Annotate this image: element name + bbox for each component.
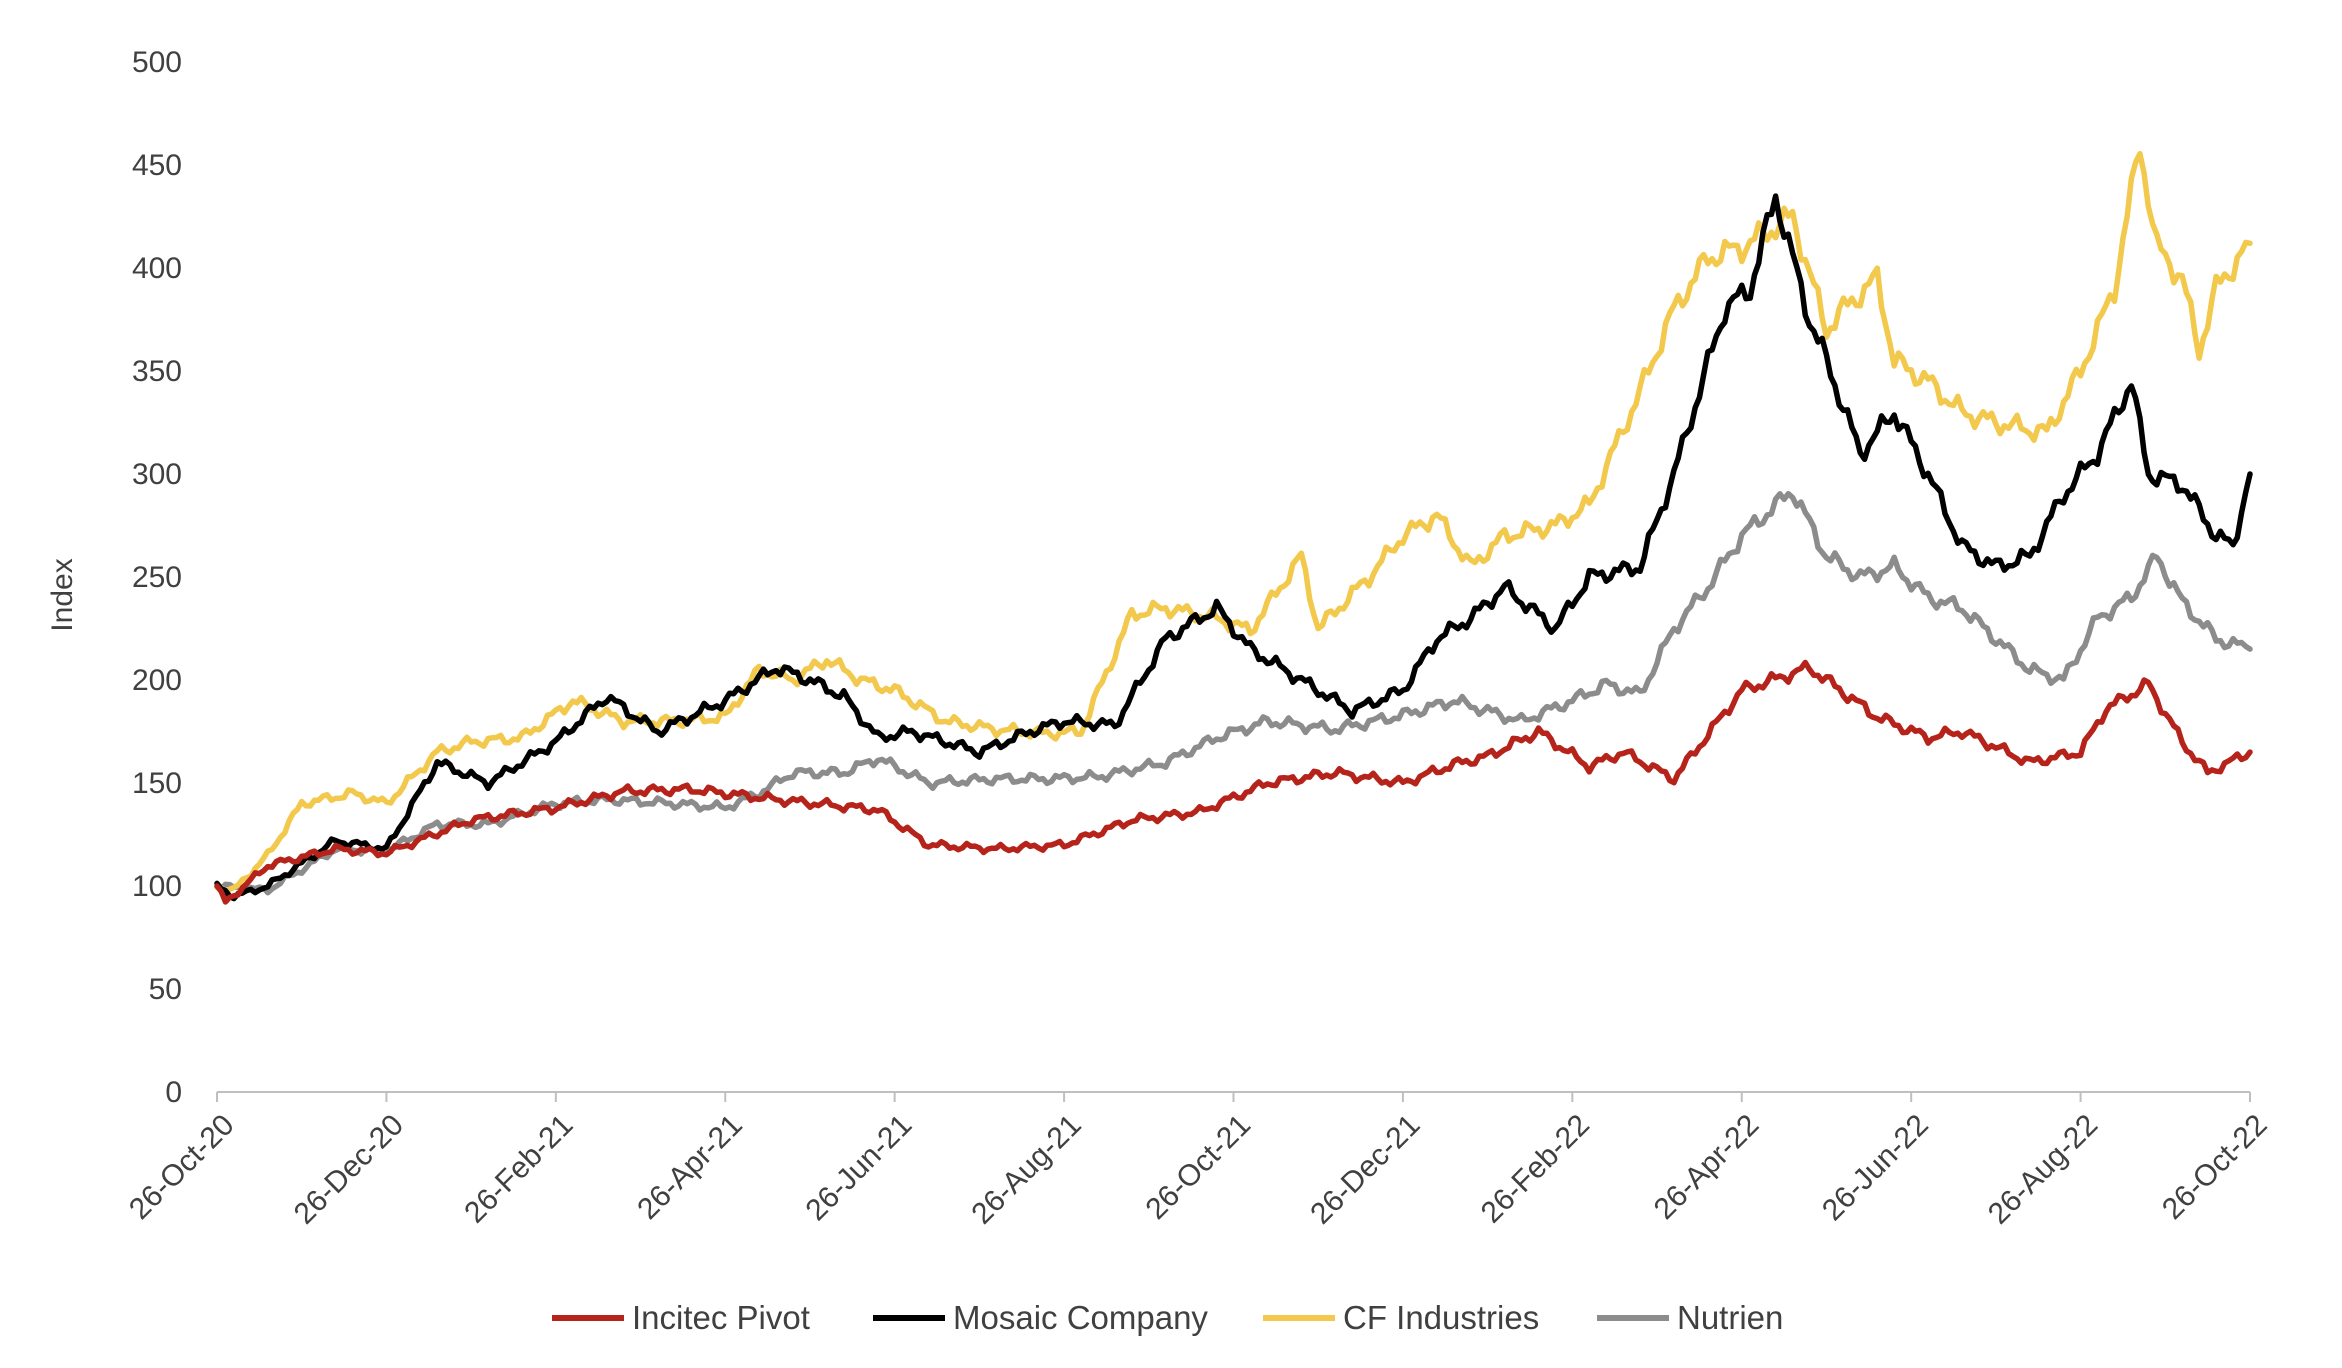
y-tick-label: 200	[132, 664, 182, 697]
legend-item: Nutrien	[1597, 1299, 1783, 1336]
y-tick-label: 0	[165, 1076, 182, 1109]
x-tick-label: 26-Feb-22	[1475, 1108, 1596, 1229]
x-tick-label: 26-Oct-20	[123, 1108, 241, 1226]
x-tick-label: 26-Aug-22	[1982, 1108, 2104, 1230]
x-tick-label: 26-Oct-21	[1139, 1108, 1257, 1226]
series-line-mosaic-company	[214, 193, 2253, 902]
x-tick-label: 26-Dec-20	[288, 1108, 410, 1230]
series-line-incitec-pivot	[214, 659, 2253, 905]
y-axis: 0 50 100 150 200 250 300 350 400 450 500	[132, 46, 182, 1109]
legend-item: CF Industries	[1263, 1299, 1539, 1336]
series-line-cf-industries	[214, 150, 2253, 894]
legend-label: Incitec Pivot	[632, 1299, 810, 1336]
x-tick-label: 26-Dec-21	[1304, 1108, 1426, 1230]
y-tick-label: 100	[132, 870, 182, 903]
y-tick-label: 250	[132, 561, 182, 594]
y-tick-label: 400	[132, 252, 182, 285]
x-tick-label: 26-Aug-21	[965, 1108, 1087, 1230]
legend-item: Incitec Pivot	[552, 1299, 810, 1336]
y-tick-label: 350	[132, 355, 182, 388]
legend-label: Nutrien	[1677, 1299, 1783, 1336]
y-tick-label: 450	[132, 149, 182, 182]
x-tick-label: 26-Apr-22	[1648, 1108, 1766, 1226]
x-tick-label: 26-Jun-22	[1816, 1108, 1935, 1227]
legend-item: Mosaic Company	[873, 1299, 1208, 1336]
y-tick-label: 300	[132, 458, 182, 491]
legend-label: Mosaic Company	[953, 1299, 1208, 1336]
y-tick-label: 150	[132, 767, 182, 800]
series-line-nutrien	[214, 490, 2253, 896]
x-tick-label: 26-Feb-21	[458, 1108, 579, 1229]
legend: Incitec Pivot Mosaic Company CF Industries…	[552, 1299, 1783, 1336]
x-tick-label: 26-Jun-21	[799, 1108, 918, 1227]
y-axis-title: Index	[46, 558, 79, 631]
legend-label: CF Industries	[1343, 1299, 1539, 1336]
y-tick-label: 500	[132, 46, 182, 79]
x-tick-label: 26-Oct-22	[2156, 1108, 2274, 1226]
series-layer	[214, 150, 2253, 905]
x-tick-label: 26-Apr-21	[631, 1108, 749, 1226]
y-tick-label: 50	[149, 973, 182, 1006]
x-axis: 26-Oct-20 26-Dec-20 26-Feb-21 26-Apr-21 26-J…	[123, 1091, 2274, 1231]
